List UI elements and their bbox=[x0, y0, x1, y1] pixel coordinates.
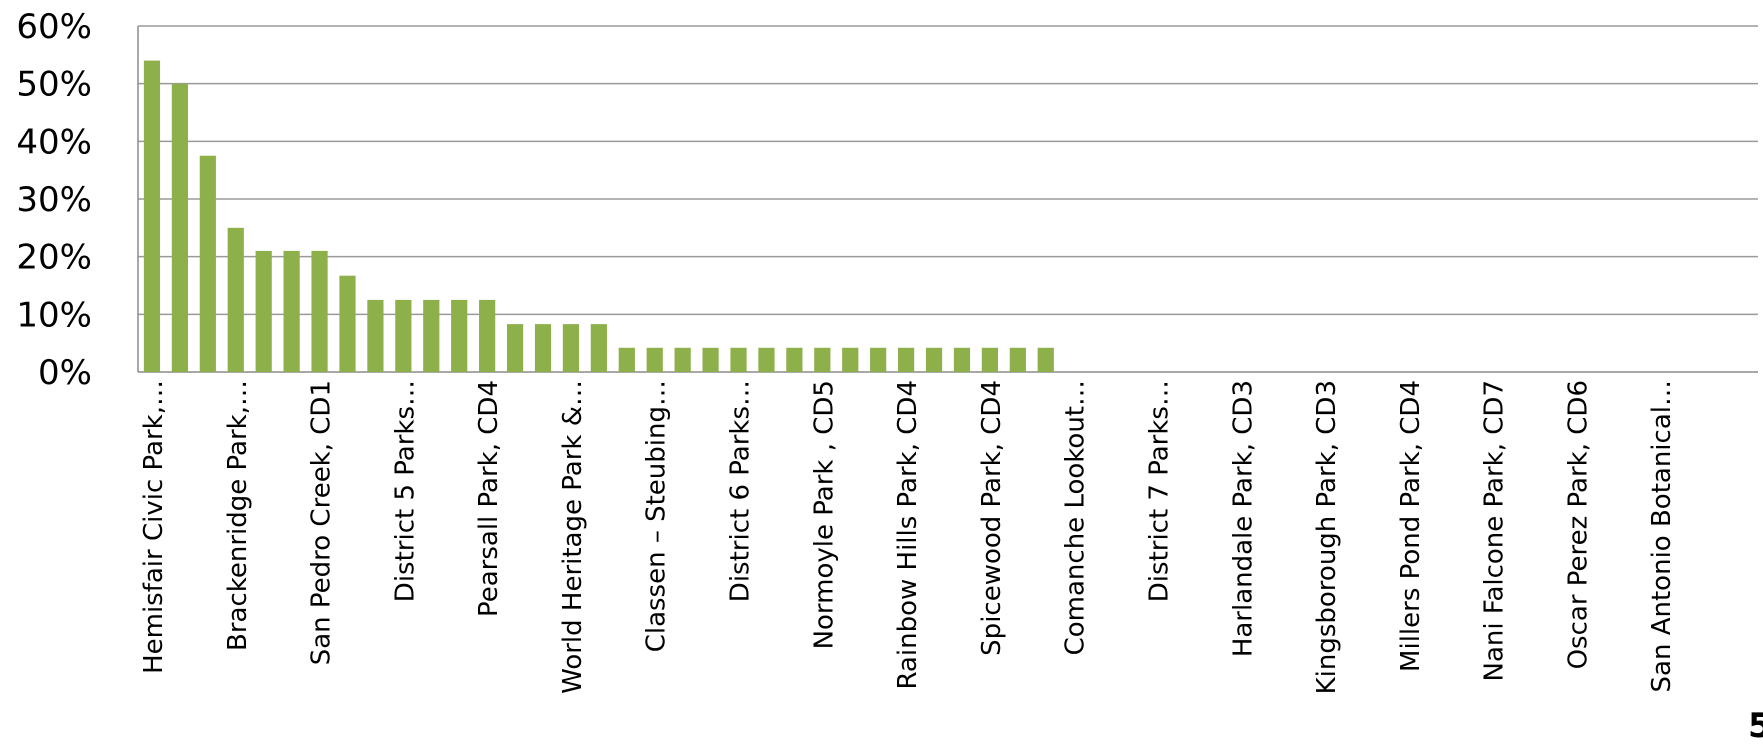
bar bbox=[311, 250, 328, 372]
bar bbox=[255, 250, 272, 372]
bar bbox=[981, 347, 998, 372]
bar bbox=[953, 347, 971, 372]
bar bbox=[758, 347, 775, 372]
x-category-label: District 7 Parks… bbox=[1144, 380, 1174, 602]
bar bbox=[674, 347, 691, 372]
bar bbox=[199, 155, 216, 372]
bar bbox=[534, 324, 552, 372]
bar bbox=[506, 324, 524, 372]
x-category-label: San Pedro Creek, CD1 bbox=[307, 380, 337, 665]
x-category-label: San Antonio Botanical… bbox=[1647, 380, 1677, 692]
y-tick-label: 10% bbox=[16, 295, 92, 335]
y-tick-label: 30% bbox=[16, 180, 92, 220]
bar bbox=[1037, 347, 1054, 372]
bar bbox=[339, 275, 356, 372]
x-category-label: Normoyle Park , CD5 bbox=[809, 380, 839, 649]
bar bbox=[898, 347, 915, 372]
bar bbox=[618, 347, 635, 372]
bar bbox=[730, 347, 747, 372]
x-category-label: Hemisfair Civic Park,… bbox=[139, 380, 169, 674]
bar bbox=[842, 347, 859, 372]
y-axis-ticks: 0% 10% 20% 30% 40% 50% 60% bbox=[16, 7, 92, 393]
x-category-label: Millers Pond Park, CD4 bbox=[1396, 380, 1426, 672]
y-tick-label: 60% bbox=[16, 7, 92, 47]
x-category-label: District 5 Parks… bbox=[390, 380, 420, 602]
bar bbox=[423, 299, 440, 372]
x-category-label: Oscar Perez Park, CD6 bbox=[1563, 380, 1593, 669]
x-category-label: Pearsall Park, CD4 bbox=[474, 380, 504, 617]
x-category-label: Nani Falcone Park, CD7 bbox=[1480, 380, 1510, 681]
bar bbox=[479, 299, 496, 372]
bar bbox=[702, 347, 719, 372]
bar bbox=[786, 347, 803, 372]
bar bbox=[367, 299, 384, 372]
x-category-label: World Heritage Park &… bbox=[558, 380, 588, 694]
bars bbox=[143, 60, 1054, 373]
x-category-label: Kingsborough Park, CD3 bbox=[1312, 380, 1342, 694]
bar bbox=[227, 227, 244, 372]
bar bbox=[451, 299, 468, 372]
y-tick-label: 40% bbox=[16, 122, 92, 162]
bar bbox=[870, 347, 887, 372]
bar bbox=[143, 60, 161, 372]
bar bbox=[590, 324, 607, 372]
bar bbox=[562, 324, 580, 372]
x-category-label: Classen – Steubing… bbox=[642, 380, 672, 652]
x-axis-labels: Hemisfair Civic Park,… Brackenridge Park,… bbox=[139, 380, 1677, 694]
x-category-label: District 6 Parks… bbox=[726, 380, 756, 602]
x-category-label: Harlandale Park, CD3 bbox=[1228, 380, 1258, 657]
x-category-label: Brackenridge Park,… bbox=[223, 380, 253, 651]
x-category-label: Rainbow Hills Park, CD4 bbox=[893, 380, 923, 690]
bar bbox=[171, 83, 188, 373]
y-tick-label: 20% bbox=[16, 238, 92, 278]
y-tick-label: 50% bbox=[16, 65, 92, 105]
bar bbox=[395, 299, 412, 372]
bar bbox=[1009, 347, 1026, 372]
bar bbox=[814, 347, 831, 372]
bar bbox=[925, 347, 943, 372]
bar bbox=[646, 347, 663, 372]
y-tick-label: 0% bbox=[38, 353, 92, 393]
bar bbox=[283, 250, 300, 372]
x-category-label: Spicewood Park, CD4 bbox=[977, 380, 1007, 656]
page-number: 5 bbox=[1748, 706, 1763, 746]
x-category-label: Comanche Lookout… bbox=[1061, 380, 1091, 655]
